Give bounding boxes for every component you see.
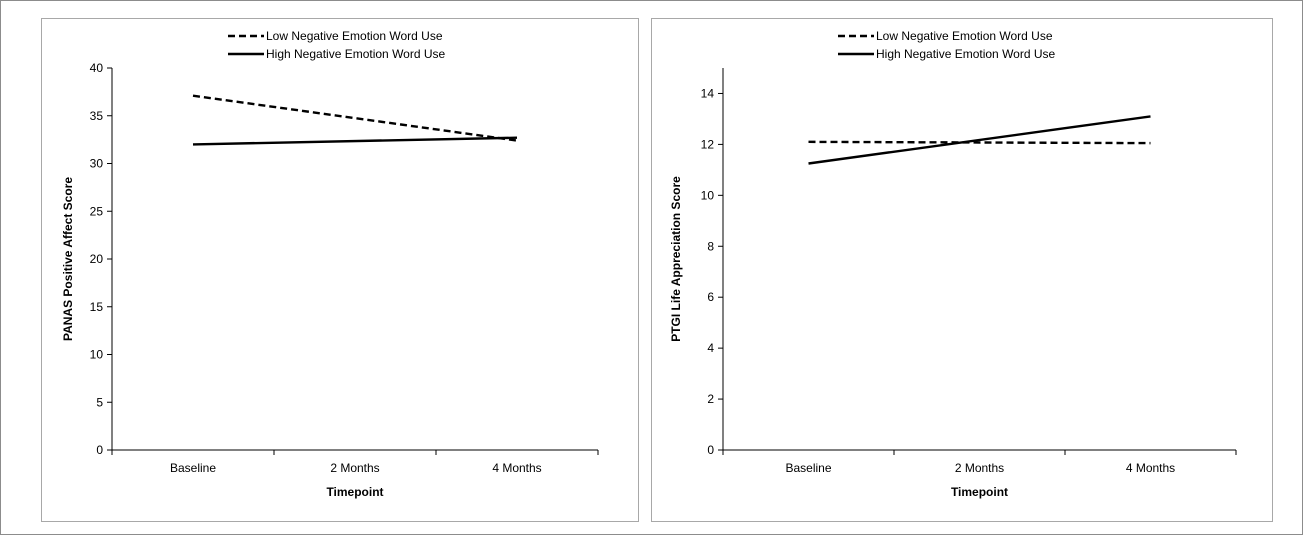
y-tick-label: 15 [90, 300, 104, 314]
legend-label: Low Negative Emotion Word Use [266, 29, 443, 43]
y-tick-label: 30 [90, 157, 104, 171]
legend-label: High Negative Emotion Word Use [266, 47, 446, 61]
x-tick-label: 2 Months [955, 461, 1004, 475]
y-axis-title: PANAS Positive Affect Score [61, 177, 75, 341]
y-tick-label: 25 [90, 204, 104, 218]
chart-panel-ptgi: 0 2 4 6 8 10 12 14 Baseline 2 Months 4 Months Timep… [651, 18, 1273, 522]
series-line-low [192, 94, 518, 142]
y-tick-label: 4 [707, 341, 714, 355]
y-tick-label: 0 [96, 443, 103, 457]
chart-panas-positive-affect: 0 5 10 15 20 25 30 35 40 Baseline 2 Months 4 Months… [61, 29, 599, 499]
y-tick-label: 0 [707, 443, 714, 457]
legend-label: Low Negative Emotion Word Use [876, 29, 1053, 43]
x-tick-label: Baseline [170, 461, 216, 475]
x-axis-title: Timepoint [951, 485, 1008, 499]
y-tick-label: 8 [707, 239, 714, 253]
chart-panel-panas: 0 5 10 15 20 25 30 35 40 Baseline 2 Months 4 Months… [41, 18, 639, 522]
y-tick-label: 12 [701, 137, 715, 151]
series-line-high [192, 136, 518, 146]
series-line-high [808, 115, 1151, 165]
y-tick-label: 35 [90, 109, 104, 123]
y-tick-label: 5 [96, 395, 103, 409]
x-axis-title: Timepoint [326, 485, 383, 499]
y-axis-title: PTGI Life Appreciation Score [669, 176, 683, 342]
y-tick-label: 10 [701, 188, 715, 202]
y-tick-label: 6 [707, 290, 714, 304]
y-tick-label: 40 [90, 61, 104, 75]
series-line-low [808, 140, 1151, 145]
x-tick-label: Baseline [785, 461, 831, 475]
y-tick-label: 10 [90, 348, 104, 362]
y-tick-label: 20 [90, 252, 104, 266]
x-tick-label: 4 Months [1126, 461, 1175, 475]
y-tick-label: 2 [707, 392, 714, 406]
chart-ptgi-life-appreciation: 0 2 4 6 8 10 12 14 Baseline 2 Months 4 Months Timep… [669, 29, 1237, 499]
x-tick-label: 2 Months [330, 461, 379, 475]
x-tick-label: 4 Months [492, 461, 541, 475]
legend-label: High Negative Emotion Word Use [876, 47, 1056, 61]
y-tick-label: 14 [701, 86, 715, 100]
